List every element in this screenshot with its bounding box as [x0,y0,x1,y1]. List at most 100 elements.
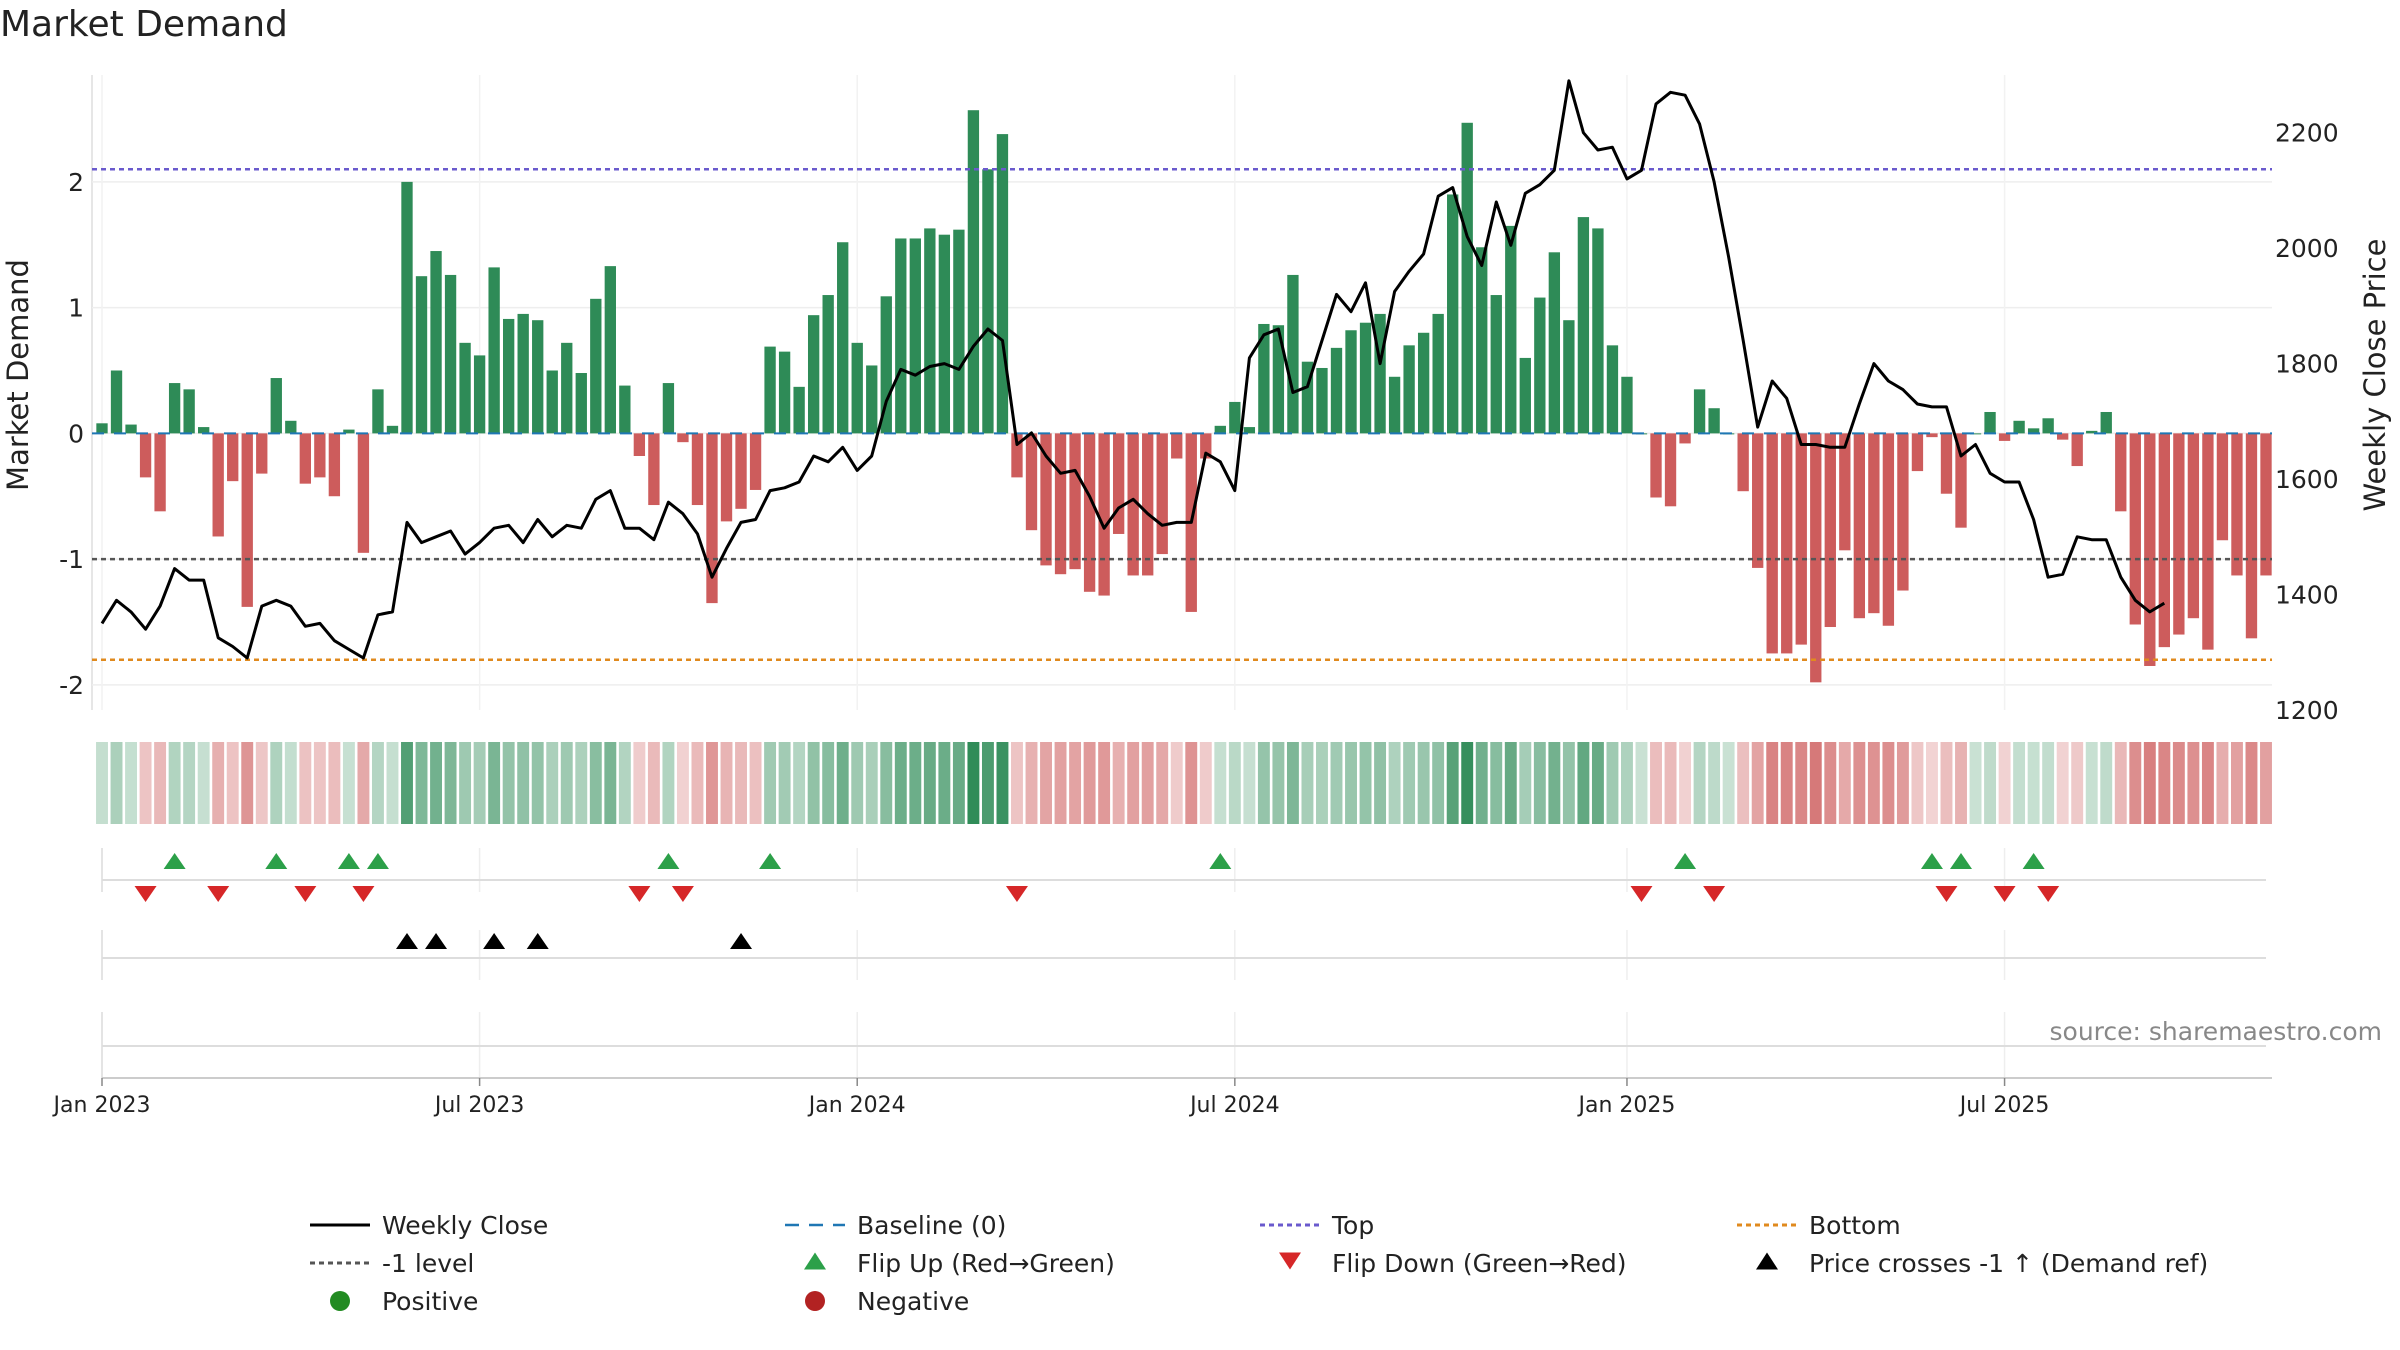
demand-bar [546,370,558,434]
demand-bar [328,433,341,497]
heat-cell [560,742,573,824]
demand-bar [590,298,602,434]
heat-cell [1301,742,1314,824]
heat-cell [2013,742,2026,824]
heat-cell [110,742,123,824]
demand-bar [2115,433,2127,512]
heat-cell [313,742,326,824]
heat-cell [2216,742,2229,824]
heat-cell [1069,742,1082,824]
demand-bar [1650,433,1662,498]
demand-bar [924,228,936,434]
flip-up-marker [1674,853,1697,869]
heat-cell [1490,742,1503,824]
demand-bar [1040,433,1052,566]
heat-cell [2230,742,2243,824]
heat-cell [1896,742,1909,824]
heat-cell [894,742,907,824]
heat-cell [459,742,472,824]
heat-cell [764,742,777,824]
right-tick-label: 1200 [2275,696,2339,725]
heat-cell [720,742,733,824]
heat-strip [96,742,2272,824]
heat-cell [197,742,210,824]
heat-cell [1650,742,1662,824]
heat-cell [444,742,457,824]
heat-cell [502,742,515,824]
demand-bar [1011,433,1023,478]
demand-bar [1098,433,1110,596]
heat-cell [1853,742,1866,824]
heat-cell [662,742,675,824]
demand-bar [938,234,951,434]
heat-cell [1025,742,1038,824]
heat-cell [1751,742,1764,824]
demand-bar [1577,217,1590,434]
heat-cell [1795,742,1808,824]
heat-cell [546,742,559,824]
demand-bar [1505,225,1517,434]
weekly-close-line [100,79,2166,660]
x-tick-label: Jan 2025 [1577,1093,1676,1118]
demand-bar [2013,420,2025,434]
demand-bar [2187,433,2200,619]
heat-cell [1185,742,1198,824]
demand-bar [1548,252,1561,434]
legend-label: Weekly Close [382,1211,548,1240]
heat-cell [1867,742,1880,824]
demand-bar [1476,247,1488,434]
demand-bar [2158,433,2170,648]
demand-bar [1998,433,2011,441]
heat-cell [1011,742,1023,824]
heat-cell [531,742,544,824]
heat-cell [967,742,980,824]
flip-down-marker [352,886,375,902]
price-cross-marker [526,933,549,949]
heat-cell [1316,742,1328,824]
legend-swatch [1756,1252,1778,1270]
demand-bar [1490,295,1502,434]
heat-cell [2260,742,2272,824]
chart-title: Market Demand [0,4,288,45]
demand-bar [1388,376,1401,434]
demand-bar [517,313,529,434]
demand-bar [285,420,297,434]
demand-bar [110,370,123,434]
legend-label: Price crosses -1 ↑ (Demand ref) [1809,1249,2208,1278]
heat-cell [1446,742,1459,824]
x-tick-label: Jan 2024 [807,1093,906,1118]
heat-cell [1170,742,1183,824]
demand-bar [1563,320,1575,434]
demand-bar [1447,194,1459,434]
flip-panel [101,848,2266,902]
heat-cell [241,742,254,824]
demand-bar [1345,330,1357,434]
demand-bar [183,389,195,434]
heat-cell [2085,742,2098,824]
heat-cell [517,742,530,824]
demand-bar [1417,332,1430,434]
demand-bar [1229,401,1241,434]
heat-cell [1272,742,1285,824]
demand-bar [1606,345,1619,434]
demand-bar [866,365,878,434]
right-tick-label: 2000 [2275,234,2339,263]
demand-bar [895,238,907,434]
flip-down-marker [2037,886,2060,902]
legend-swatch [1279,1252,1301,1270]
heat-cell [1926,742,1938,824]
demand-bar [1693,389,1706,434]
heat-cell [401,742,413,824]
heat-cell [1984,742,1997,824]
flip-up-marker [163,853,186,869]
demand-bar [1824,433,1836,628]
heat-cell [1664,742,1677,824]
heat-cell [1621,742,1633,824]
heat-cell [1591,742,1604,824]
heat-cell [270,742,283,824]
left-tick-label: 0 [68,419,84,448]
heat-cell [735,742,747,824]
heat-cell [2187,742,2200,824]
demand-bar [807,315,820,434]
